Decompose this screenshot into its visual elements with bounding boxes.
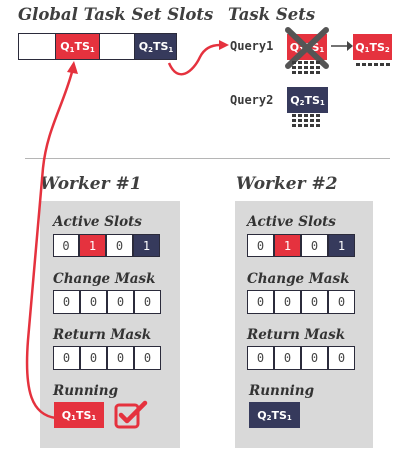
worker1-active-slot: 1: [79, 234, 106, 257]
task-sets-title: Task Sets: [228, 5, 316, 24]
worker2-active-slot: 0: [247, 234, 274, 257]
slot-to-query-arrowhead: [219, 40, 229, 50]
task-grid-icon: [356, 63, 390, 66]
cross-out-icon: [285, 27, 329, 69]
worker1-change-mask-bit: 0: [53, 290, 80, 314]
q1-ts2-task-set: Q 1 TS 2: [353, 34, 392, 60]
worker2-return-mask-bit: 0: [247, 346, 274, 370]
worker1-change-mask-bit: 0: [107, 290, 134, 314]
worker1-active-slot: 0: [106, 234, 133, 257]
worker1-return-mask-bit: 0: [134, 346, 161, 370]
worker1-return-mask-bit: 0: [53, 346, 80, 370]
worker2-return-mask-bit: 0: [328, 346, 355, 370]
global-slot-2: Q 1 TS 1: [56, 33, 99, 60]
query1-label: Query1: [230, 39, 274, 53]
worker-to-slot-arrow: [25, 71, 74, 420]
worker2-return-mask-bit: 0: [274, 346, 301, 370]
global-slots-frame: [18, 33, 177, 60]
task-grid-icon: [292, 114, 320, 127]
worker2-running-task: Q 2 TS 1: [249, 402, 300, 428]
section-divider: [25, 158, 390, 159]
slot-to-query-arrow: [167, 43, 221, 76]
worker2-change-mask-label: Change Mask: [247, 271, 350, 287]
worker2-change-mask-bit: 0: [274, 290, 301, 314]
worker2-active-slots-label: Active Slots: [247, 214, 336, 230]
worker2-change-mask-bit: 0: [247, 290, 274, 314]
global-slot-4: Q 2 TS 1: [135, 33, 177, 60]
worker2-active-slot: 1: [328, 234, 355, 257]
worker1-return-mask-bit: 0: [80, 346, 107, 370]
worker1-active-slot: 1: [133, 234, 160, 257]
worker1-return-mask-bit: 0: [107, 346, 134, 370]
q2-ts1-task-set: Q 2 TS 1: [287, 87, 328, 113]
worker1-change-mask-label: Change Mask: [53, 271, 156, 287]
checkmark-icon: [114, 400, 148, 429]
next-arrow-icon: [331, 41, 353, 51]
worker2-active-slot: 0: [301, 234, 328, 257]
worker1-running-task: Q 1 TS 1: [54, 402, 104, 428]
worker2-change-mask-bit: 0: [301, 290, 328, 314]
worker1-return-mask-label: Return Mask: [53, 327, 152, 343]
query2-label: Query2: [230, 93, 274, 107]
worker-to-slot-arrowhead: [67, 61, 78, 74]
worker1-title: Worker #1: [40, 174, 142, 194]
worker1-active-slots-label: Active Slots: [53, 214, 142, 230]
task-grid-icon: [292, 61, 320, 74]
worker2-running-label: Running: [249, 383, 315, 399]
worker2-return-mask-bit: 0: [301, 346, 328, 370]
worker1-active-slot: 0: [53, 234, 79, 257]
worker2-title: Worker #2: [236, 174, 338, 194]
worker2-active-slot: 1: [274, 234, 301, 257]
worker1-change-mask-bit: 0: [134, 290, 161, 314]
worker1-change-mask-bit: 0: [80, 290, 107, 314]
worker2-return-mask-label: Return Mask: [247, 327, 346, 343]
global-slots-title: Global Task Set Slots: [18, 5, 214, 24]
worker2-change-mask-bit: 0: [328, 290, 355, 314]
worker1-running-label: Running: [53, 383, 119, 399]
